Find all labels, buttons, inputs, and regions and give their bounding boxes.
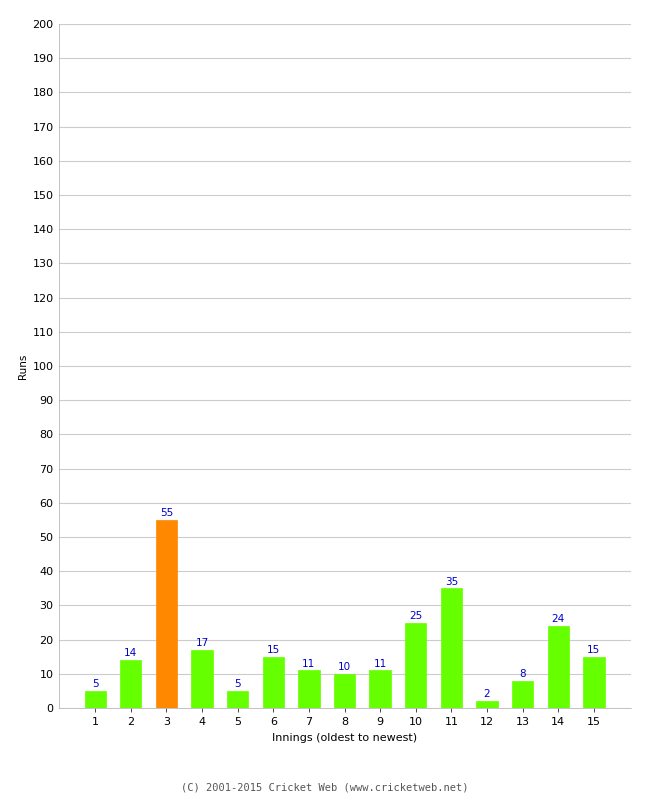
Text: 5: 5 xyxy=(235,679,241,689)
Bar xyxy=(334,674,355,708)
Bar xyxy=(298,670,320,708)
Bar xyxy=(156,520,177,708)
Bar xyxy=(476,701,498,708)
Text: 35: 35 xyxy=(445,577,458,586)
Bar xyxy=(369,670,391,708)
Bar xyxy=(405,622,426,708)
Text: 11: 11 xyxy=(302,658,315,669)
Text: 11: 11 xyxy=(374,658,387,669)
Bar xyxy=(441,588,462,708)
Bar xyxy=(227,691,248,708)
Bar xyxy=(191,650,213,708)
Bar xyxy=(84,691,106,708)
Bar xyxy=(263,657,284,708)
Text: (C) 2001-2015 Cricket Web (www.cricketweb.net): (C) 2001-2015 Cricket Web (www.cricketwe… xyxy=(181,782,469,792)
Text: 2: 2 xyxy=(484,690,490,699)
Text: 14: 14 xyxy=(124,649,137,658)
Text: 5: 5 xyxy=(92,679,99,689)
Text: 15: 15 xyxy=(587,645,601,655)
Y-axis label: Runs: Runs xyxy=(18,354,29,378)
Text: 25: 25 xyxy=(409,610,423,621)
Bar xyxy=(120,660,142,708)
Text: 8: 8 xyxy=(519,669,526,679)
Text: 10: 10 xyxy=(338,662,351,672)
Text: 15: 15 xyxy=(266,645,280,655)
Text: 17: 17 xyxy=(196,638,209,648)
Bar xyxy=(583,657,605,708)
Text: 24: 24 xyxy=(552,614,565,624)
Bar xyxy=(547,626,569,708)
Bar xyxy=(512,681,533,708)
X-axis label: Innings (oldest to newest): Innings (oldest to newest) xyxy=(272,733,417,742)
Text: 55: 55 xyxy=(160,508,173,518)
